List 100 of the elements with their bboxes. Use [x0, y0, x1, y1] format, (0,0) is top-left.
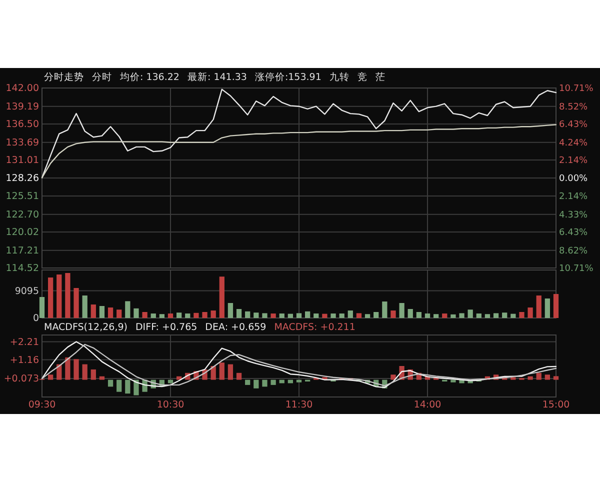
y2-tick-label: 4.24%: [559, 138, 588, 148]
bar: [39, 297, 45, 318]
bar: [484, 314, 490, 318]
bar: [364, 314, 370, 318]
bar: [228, 303, 234, 318]
bar: [450, 380, 456, 382]
bar: [65, 273, 70, 318]
line-series: [41, 88, 557, 178]
bar: [90, 304, 96, 318]
y-tick-label: +0.073: [4, 374, 39, 385]
bar: [390, 374, 396, 380]
text: 竞: [357, 71, 368, 83]
bar: [262, 313, 268, 318]
bar: [536, 296, 542, 318]
bar: [74, 288, 79, 318]
bar: [219, 362, 224, 380]
bar: [99, 306, 105, 318]
y-tick-label: 117.21: [6, 245, 39, 256]
bar: [245, 311, 250, 318]
bar: [424, 314, 430, 318]
bar: [390, 310, 396, 318]
bar: [544, 374, 550, 380]
y-tick-label: +1.16: [10, 354, 39, 366]
text: 涨停价:153.91: [254, 71, 322, 83]
bar: [185, 314, 190, 318]
y-tick-label: 128.26: [6, 173, 39, 184]
y2-tick-label: 6.43%: [559, 120, 588, 130]
y2-tick-label: 10.71%: [559, 84, 594, 94]
text: 最新: 141.33: [187, 71, 247, 83]
y2-tick-label: 8.52%: [559, 102, 588, 112]
bar: [536, 372, 542, 380]
bar: [142, 312, 148, 318]
bar: [168, 314, 174, 318]
text: 均价: 136.22: [119, 71, 180, 83]
bar: [459, 313, 464, 318]
bar: [493, 313, 499, 318]
bar: [116, 380, 122, 392]
bar: [65, 357, 70, 380]
bar: [468, 310, 473, 318]
bar: [82, 364, 88, 380]
bar: [116, 310, 122, 318]
x-tick-label: 15:00: [542, 400, 570, 411]
bar: [236, 309, 242, 318]
bar: [433, 314, 439, 318]
y2-tick-label: 6.43%: [559, 228, 588, 238]
bar: [279, 314, 284, 318]
bar: [134, 380, 139, 396]
bar: [254, 380, 259, 388]
text: 九转: [329, 71, 350, 83]
text: DIFF: +0.765: [135, 322, 198, 333]
text: 茫: [375, 71, 386, 83]
bar: [56, 274, 62, 318]
bar: [356, 313, 362, 318]
bar: [134, 308, 139, 318]
bar: [99, 376, 105, 380]
bar: [202, 312, 208, 318]
text: DEA: +0.659: [205, 322, 266, 333]
bar: [108, 380, 114, 387]
y-tick-label: 120.02: [6, 227, 39, 238]
y-tick-label: 136.50: [6, 119, 39, 130]
y2-tick-label: 8.62%: [559, 246, 588, 256]
bar: [74, 359, 79, 380]
y-tick-label: 9095: [14, 286, 39, 297]
x-tick-label: 14:00: [414, 400, 442, 411]
bar: [150, 314, 156, 318]
bar: [348, 310, 353, 318]
y2-tick-label: 2.14%: [559, 192, 588, 202]
bar: [476, 314, 482, 318]
bar: [245, 380, 250, 385]
bar: [288, 314, 294, 318]
bar: [553, 294, 559, 318]
y-tick-label: 114.52: [6, 263, 39, 274]
y-tick-label: 131.01: [6, 155, 39, 166]
bar: [125, 301, 130, 318]
bar: [416, 312, 422, 318]
chart-title: 分时走势: [44, 71, 84, 83]
y-tick-label: 142.00: [6, 83, 39, 94]
bar: [48, 278, 54, 318]
y-tick-label: 139.19: [6, 101, 39, 112]
bar: [296, 380, 302, 382]
bar: [544, 298, 550, 318]
bar: [519, 312, 524, 318]
y2-tick-label: 4.33%: [559, 210, 588, 220]
bar: [48, 374, 54, 380]
chart-title: MACDFS(12,26,9): [44, 322, 128, 333]
bar: [374, 312, 379, 318]
bar: [228, 364, 234, 380]
bar: [210, 310, 216, 318]
bar: [408, 309, 413, 318]
x-tick-label: 09:30: [28, 400, 56, 411]
bar: [553, 376, 559, 380]
bar: [82, 296, 88, 318]
y-tick-label: +2.21: [10, 336, 39, 348]
bar: [382, 302, 388, 318]
bar: [125, 380, 130, 394]
bar: [194, 312, 199, 318]
y2-tick-label: 10.71%: [559, 264, 594, 274]
bar: [502, 312, 508, 318]
bar: [399, 303, 404, 318]
x-tick-label: 10:30: [156, 400, 184, 411]
